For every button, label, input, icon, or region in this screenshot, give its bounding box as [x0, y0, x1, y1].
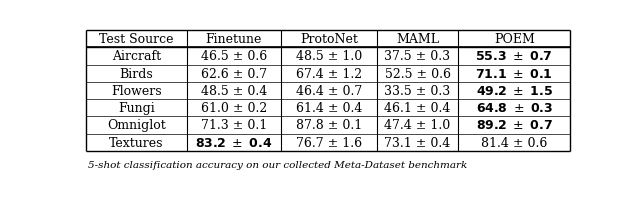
Text: 73.1 ± 0.4: 73.1 ± 0.4	[385, 136, 451, 149]
Text: 48.5 ± 0.4: 48.5 ± 0.4	[200, 85, 267, 97]
Text: $\mathbf{64.8}\ \pm\ \mathbf{0.3}$: $\mathbf{64.8}\ \pm\ \mathbf{0.3}$	[476, 102, 553, 115]
Text: Fungi: Fungi	[118, 102, 155, 115]
Text: 81.4 ± 0.6: 81.4 ± 0.6	[481, 136, 547, 149]
Text: 76.7 ± 1.6: 76.7 ± 1.6	[296, 136, 362, 149]
Text: $\mathbf{49.2}\ \pm\ \mathbf{1.5}$: $\mathbf{49.2}\ \pm\ \mathbf{1.5}$	[476, 85, 553, 97]
Text: $\mathbf{71.1}\ \pm\ \mathbf{0.1}$: $\mathbf{71.1}\ \pm\ \mathbf{0.1}$	[476, 67, 553, 80]
Text: $\mathbf{83.2}\ \pm\ \mathbf{0.4}$: $\mathbf{83.2}\ \pm\ \mathbf{0.4}$	[195, 136, 273, 149]
Text: 46.5 ± 0.6: 46.5 ± 0.6	[200, 50, 267, 63]
Text: Flowers: Flowers	[111, 85, 162, 97]
Text: 62.6 ± 0.7: 62.6 ± 0.7	[201, 67, 267, 80]
Text: 61.0 ± 0.2: 61.0 ± 0.2	[200, 102, 267, 115]
Text: 48.5 ± 1.0: 48.5 ± 1.0	[296, 50, 362, 63]
Text: MAML: MAML	[396, 33, 439, 46]
Text: $\mathbf{55.3}\ \pm\ \mathbf{0.7}$: $\mathbf{55.3}\ \pm\ \mathbf{0.7}$	[476, 50, 553, 63]
Text: Finetune: Finetune	[205, 33, 262, 46]
Text: Omniglot: Omniglot	[107, 119, 166, 132]
Text: 46.4 ± 0.7: 46.4 ± 0.7	[296, 85, 362, 97]
Text: 87.8 ± 0.1: 87.8 ± 0.1	[296, 119, 362, 132]
Text: 37.5 ± 0.3: 37.5 ± 0.3	[385, 50, 451, 63]
Text: 46.1 ± 0.4: 46.1 ± 0.4	[385, 102, 451, 115]
Text: Birds: Birds	[120, 67, 153, 80]
Text: Textures: Textures	[109, 136, 164, 149]
Text: 52.5 ± 0.6: 52.5 ± 0.6	[385, 67, 451, 80]
Text: 67.4 ± 1.2: 67.4 ± 1.2	[296, 67, 362, 80]
Text: 71.3 ± 0.1: 71.3 ± 0.1	[200, 119, 267, 132]
Text: ProtoNet: ProtoNet	[300, 33, 358, 46]
Text: 47.4 ± 1.0: 47.4 ± 1.0	[385, 119, 451, 132]
Text: 33.5 ± 0.3: 33.5 ± 0.3	[385, 85, 451, 97]
Text: POEM: POEM	[494, 33, 534, 46]
Text: 61.4 ± 0.4: 61.4 ± 0.4	[296, 102, 362, 115]
Text: Aircraft: Aircraft	[112, 50, 161, 63]
Text: $\mathbf{89.2}\ \pm\ \mathbf{0.7}$: $\mathbf{89.2}\ \pm\ \mathbf{0.7}$	[476, 119, 553, 132]
Text: Test Source: Test Source	[99, 33, 173, 46]
Text: 5-shot classification accuracy on our collected Meta-Dataset benchmark: 5-shot classification accuracy on our co…	[88, 160, 468, 169]
